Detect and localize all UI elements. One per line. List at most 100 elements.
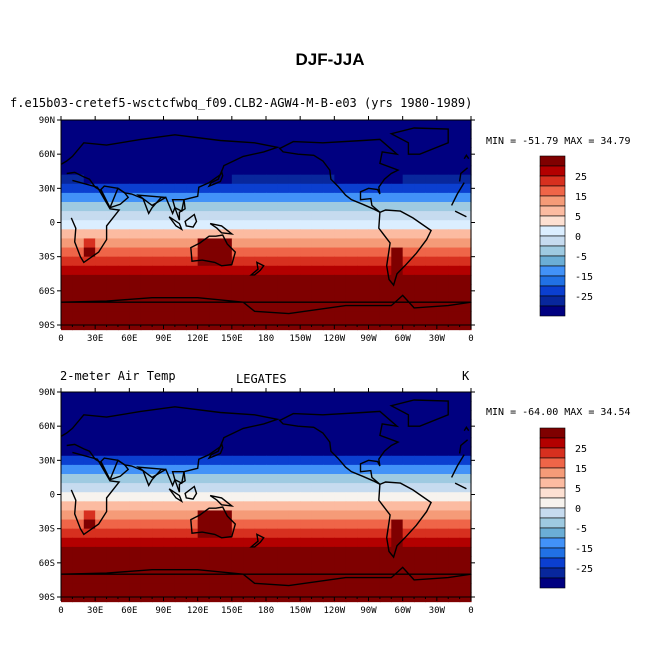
heatmap-cell: [311, 229, 324, 240]
heatmap-cell: [311, 202, 324, 212]
heatmap-cell: [106, 120, 119, 130]
heatmap-cell: [186, 256, 199, 267]
heatmap-cell: [277, 320, 290, 331]
heatmap-cell: [174, 510, 187, 521]
heatmap-cell: [163, 428, 176, 439]
heatmap-cell: [152, 284, 165, 294]
heatmap-cell: [311, 546, 324, 557]
heatmap-cell: [345, 302, 358, 312]
heatmap-cell: [368, 501, 381, 512]
x-tick-label: 30E: [87, 334, 103, 344]
heatmap-cell: [243, 519, 256, 530]
heatmap-cell: [186, 592, 199, 603]
heatmap-cell: [140, 183, 153, 194]
heatmap-cell: [163, 165, 176, 176]
heatmap-cell: [391, 537, 404, 548]
heatmap-cell: [311, 519, 324, 530]
heatmap-cell: [266, 174, 278, 185]
heatmap-cell: [106, 483, 119, 493]
heatmap-cell: [448, 565, 461, 575]
heatmap-cell: [61, 256, 73, 267]
heatmap-cell: [414, 229, 427, 240]
coastline-africa: [70, 451, 121, 536]
heatmap-cell: [357, 138, 370, 148]
heatmap-cell: [266, 220, 278, 230]
heatmap-cell: [140, 410, 153, 420]
heatmap-cell: [459, 437, 472, 448]
heatmap-cell: [129, 410, 142, 420]
heatmap-cell: [379, 428, 392, 439]
heatmap-cell: [459, 574, 472, 584]
heatmap-cell: [311, 574, 324, 584]
x-tick-label: 120W: [323, 334, 345, 344]
heatmap-cell: [117, 220, 130, 230]
coastline-greenland: [389, 127, 449, 155]
coastline-seasia: [171, 471, 186, 493]
heatmap-cell: [357, 483, 370, 493]
heatmap-cell: [459, 256, 472, 267]
heatmap-cell: [209, 419, 222, 430]
heatmap-cell: [414, 455, 427, 466]
heatmap-cell: [300, 501, 313, 512]
y-tick-label: 90N: [39, 388, 55, 398]
heatmap-cell: [117, 274, 130, 285]
heatmap-cell: [414, 574, 427, 584]
heatmap-cell: [209, 510, 222, 521]
heatmap-cell: [129, 229, 142, 240]
heatmap-cell: [95, 138, 108, 148]
heatmap-cell: [231, 247, 244, 258]
heatmap-cell: [459, 229, 472, 240]
colorbar-swatch: [539, 467, 566, 479]
x-tick-label: 60E: [121, 606, 137, 616]
heatmap-cell: [163, 574, 176, 584]
heatmap-cell: [288, 220, 301, 230]
heatmap-cell: [61, 320, 73, 331]
colorbar-label: -15: [575, 544, 593, 555]
heatmap-cell: [311, 428, 324, 439]
heatmap-cell: [254, 302, 267, 312]
heatmap-cell: [129, 419, 142, 430]
heatmap-cell: [368, 156, 381, 167]
colorbar-label: 15: [575, 192, 587, 203]
heatmap-cell: [254, 120, 267, 130]
heatmap-cell: [448, 247, 461, 258]
heatmap-cell: [106, 174, 119, 185]
x-tick-label: 0: [468, 606, 473, 616]
heatmap-cell: [277, 147, 290, 158]
heatmap-cell: [345, 428, 358, 439]
heatmap-cell: [402, 129, 415, 139]
heatmap-cell: [61, 565, 73, 575]
heatmap-cell: [436, 192, 449, 203]
heatmap-cell: [334, 247, 347, 258]
heatmap-cell: [322, 492, 335, 502]
heatmap-cell: [152, 410, 165, 420]
heatmap-cell: [334, 284, 347, 294]
heatmap-cell: [391, 565, 404, 575]
heatmap-cell: [311, 565, 324, 575]
heatmap-cell: [163, 455, 176, 466]
heatmap-cell: [391, 129, 404, 139]
heatmap-cell: [197, 464, 210, 475]
heatmap-cell: [345, 229, 358, 240]
heatmap-cell: [163, 583, 176, 594]
heatmap-cell: [277, 464, 290, 475]
colorbar-swatch: [539, 155, 566, 167]
heatmap-cell: [220, 183, 233, 194]
heatmap-cell: [402, 519, 415, 530]
heatmap-cell: [368, 174, 381, 185]
colorbar-swatch: [539, 255, 566, 267]
heatmap-cell: [254, 446, 267, 457]
heatmap-cell: [197, 238, 210, 249]
heatmap-cell: [379, 129, 392, 139]
heatmap-cell: [231, 256, 244, 267]
heatmap-cell: [379, 556, 392, 566]
heatmap-cell: [425, 419, 438, 430]
heatmap-cell: [459, 592, 472, 603]
heatmap-cell: [414, 528, 427, 539]
heatmap-cell: [391, 546, 404, 557]
x-tick-label: 120E: [187, 606, 209, 616]
coastline-africa: [454, 210, 467, 218]
heatmap-cell: [243, 174, 256, 185]
heatmap-cell: [414, 120, 427, 130]
heatmap-cell: [209, 220, 222, 230]
